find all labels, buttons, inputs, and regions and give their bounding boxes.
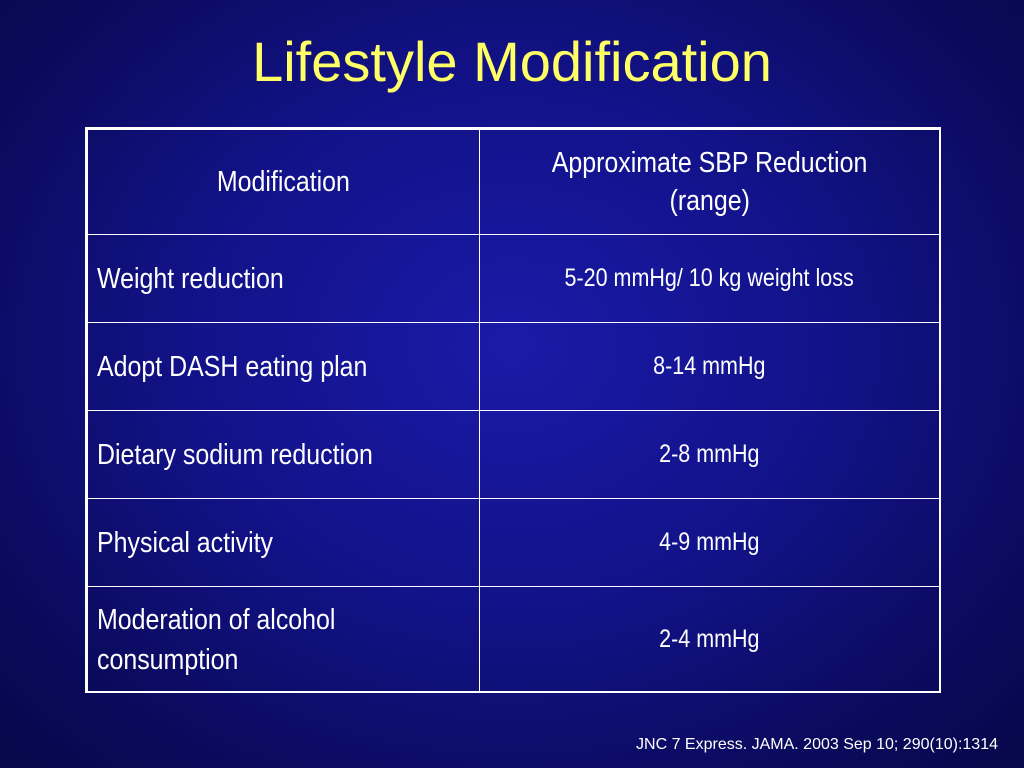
table-row: Weight reduction 5-20 mmHg/ 10 kg weight… — [87, 234, 940, 323]
lifestyle-modification-table: Modification Approximate SBP Reduction (… — [85, 127, 941, 693]
table-row: Moderation of alcohol consumption 2-4 mm… — [87, 586, 940, 693]
reduction-cell: 2-8 mmHg — [479, 410, 940, 499]
reduction-cell: 4-9 mmHg — [479, 498, 940, 587]
table-row: Dietary sodium reduction 2-8 mmHg — [87, 410, 940, 499]
modification-cell: Moderation of alcohol consumption — [87, 586, 480, 693]
table-row: Physical activity 4-9 mmHg — [87, 498, 940, 587]
modification-cell: Physical activity — [87, 498, 480, 587]
header-sbp-reduction: Approximate SBP Reduction (range) — [479, 129, 940, 235]
header-modification-label: Modification — [216, 166, 351, 198]
modification-cell: Dietary sodium reduction — [87, 410, 480, 499]
table-header-row: Modification Approximate SBP Reduction (… — [87, 129, 940, 235]
reduction-cell: 2-4 mmHg — [479, 586, 940, 693]
modification-label: Dietary sodium reduction — [97, 438, 373, 471]
modification-label-line1: Moderation of alcohol — [97, 603, 336, 636]
header-modification: Modification — [87, 129, 480, 235]
reduction-value: 2-8 mmHg — [659, 440, 760, 468]
modification-cell: Weight reduction — [87, 234, 480, 323]
modification-label: Physical activity — [97, 526, 274, 559]
reduction-cell: 5-20 mmHg/ 10 kg weight loss — [479, 234, 940, 323]
modification-cell: Adopt DASH eating plan — [87, 322, 480, 411]
table-row: Adopt DASH eating plan 8-14 mmHg — [87, 322, 940, 411]
reduction-cell: 8-14 mmHg — [479, 322, 940, 411]
reduction-value: 8-14 mmHg — [653, 352, 766, 380]
header-sbp-reduction-line1: Approximate SBP Reduction — [551, 147, 868, 179]
header-sbp-reduction-line2: (range) — [669, 185, 750, 217]
reduction-value: 4-9 mmHg — [659, 528, 760, 556]
reduction-value: 2-4 mmHg — [659, 625, 760, 653]
reduction-value: 5-20 mmHg/ 10 kg weight loss — [564, 264, 855, 292]
modification-label: Adopt DASH eating plan — [97, 350, 368, 383]
slide-title: Lifestyle Modification — [252, 30, 772, 93]
table: Modification Approximate SBP Reduction (… — [87, 129, 940, 693]
modification-label: Weight reduction — [97, 262, 284, 295]
citation: JNC 7 Express. JAMA. 2003 Sep 10; 290(10… — [636, 736, 998, 753]
modification-label-line2: consumption — [97, 643, 239, 676]
